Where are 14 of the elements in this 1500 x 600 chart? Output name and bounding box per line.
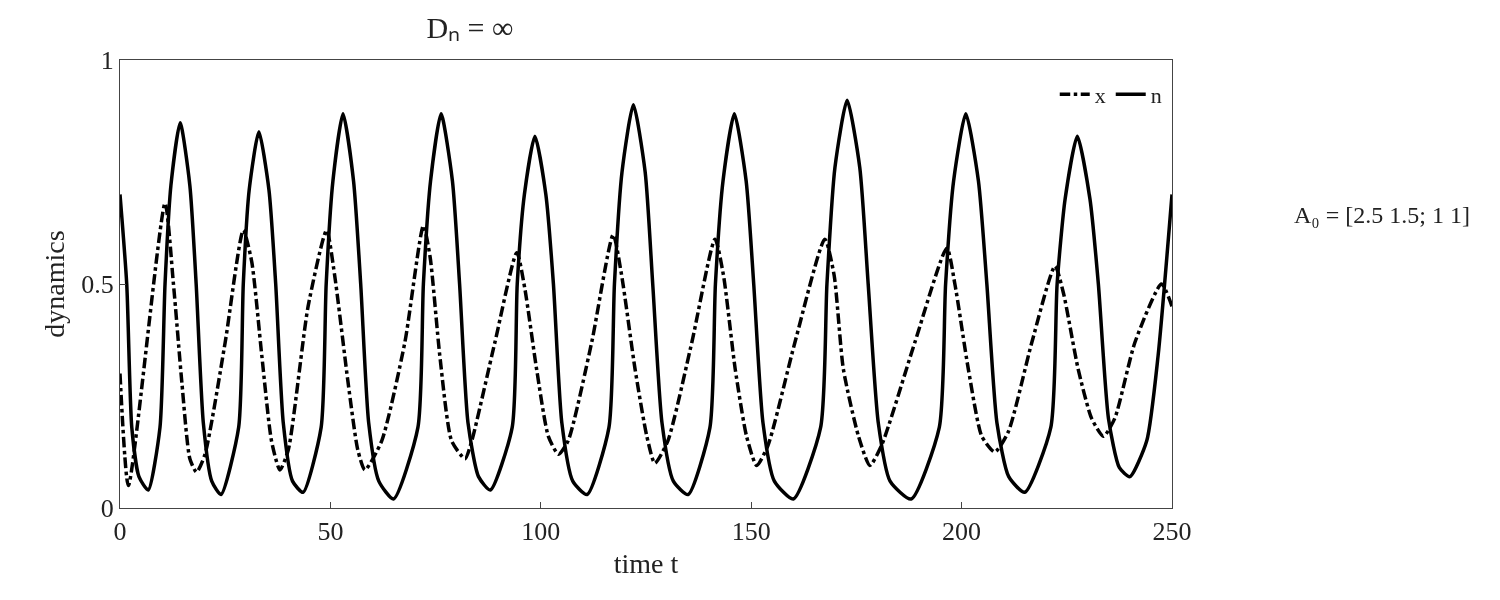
- x-tick-label: 50: [317, 517, 344, 547]
- y-axis-title: dynamics: [39, 230, 70, 338]
- legend-label: n: [1150, 82, 1162, 108]
- x-tick-label: 250: [1152, 517, 1192, 547]
- chart-title: Dₙ = ∞: [426, 10, 514, 44]
- x-axis-title: time t: [613, 548, 679, 580]
- x-tick-label: 100: [521, 517, 561, 547]
- y-tick-label: 1: [100, 46, 114, 76]
- y-tick-label: 0: [100, 494, 114, 524]
- x-tick-label: 150: [731, 517, 771, 547]
- x-tick-label: 200: [942, 517, 982, 547]
- y-tick-label: 0.5: [81, 270, 114, 300]
- legend-label: x: [1094, 82, 1106, 108]
- text: A₀ = [2.5 1.5; 1 1]: [1294, 202, 1470, 228]
